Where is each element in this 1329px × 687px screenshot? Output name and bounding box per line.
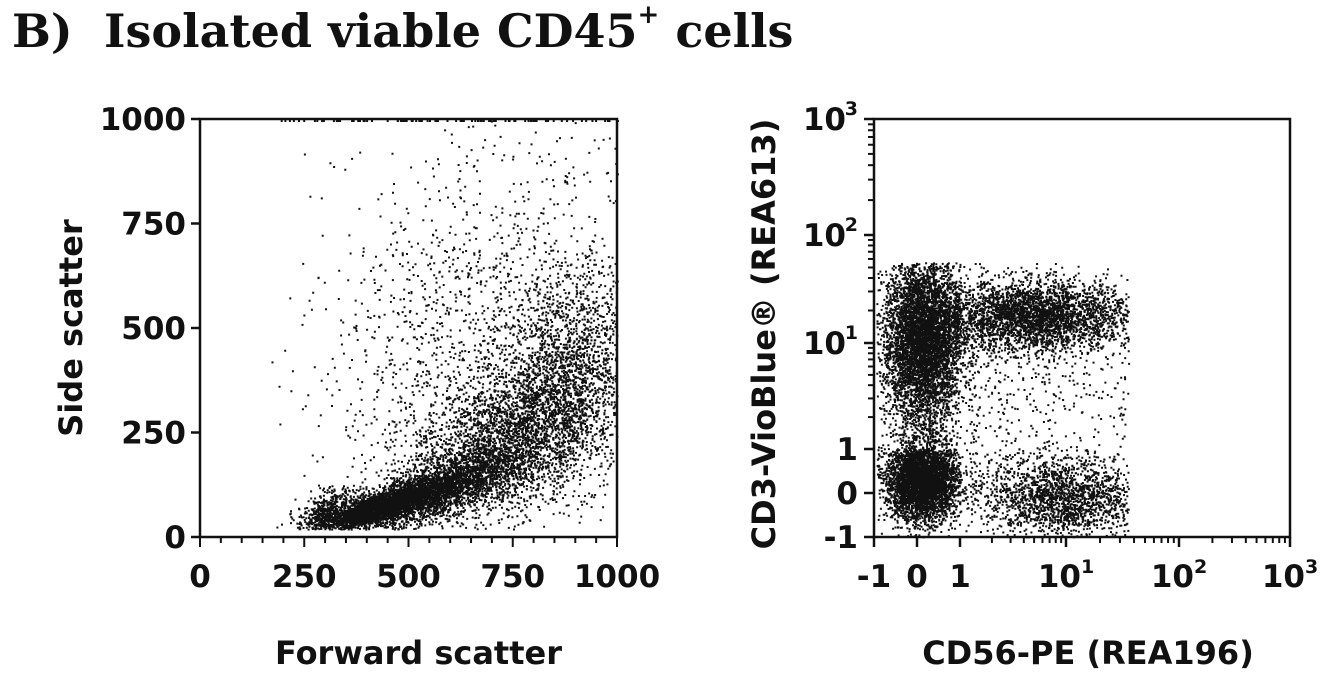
y-axis-label: CD3-VioBlue® (REA613) — [745, 119, 783, 550]
x-tick-label: -1 — [857, 559, 891, 595]
y-tick-exponent: 1 — [845, 322, 858, 344]
y-axis-label: Side scatter — [52, 219, 90, 437]
scatter-point-cloud — [876, 262, 1131, 539]
x-tick-exponent: 1 — [1081, 556, 1094, 578]
y-tick-exponent: 2 — [845, 214, 858, 236]
title-tail: cells — [659, 4, 794, 58]
x-tick-label: 1000 — [574, 559, 660, 595]
x-tick-label: 103 — [1262, 556, 1318, 595]
x-tick-label: 750 — [480, 559, 545, 595]
y-tick-label: 10 — [803, 102, 846, 138]
x-tick-exponent: 3 — [1305, 556, 1318, 578]
panel-label: B) — [12, 4, 73, 58]
y-tick-label: 1000 — [100, 102, 186, 138]
y-tick-label: 0 — [164, 520, 186, 556]
y-tick-label: 10 — [803, 326, 846, 362]
x-tick-label: 102 — [1151, 556, 1207, 595]
x-tick-label: 101 — [1038, 556, 1094, 595]
y-tick-label: 1 — [836, 432, 858, 468]
y-tick-label: 500 — [121, 311, 186, 347]
chart-forward-vs-side-scatter: 0 250 500 750 1000 0 250 500 750 1000 Forward scat… — [52, 102, 660, 672]
title-superscript: + — [637, 0, 660, 30]
y-tick-label: -1 — [824, 520, 858, 556]
x-tick-exponent: 2 — [1194, 556, 1207, 578]
x-tick-label: 500 — [376, 559, 441, 595]
x-tick-label: 0 — [906, 559, 928, 595]
x-tick-label: 0 — [189, 559, 211, 595]
y-tick-label: 250 — [121, 416, 186, 452]
y-tick-label: 10 — [803, 218, 846, 254]
x-axis-label: CD56-PE (REA196) — [922, 634, 1254, 672]
title-main: Isolated viable CD45 — [104, 4, 638, 58]
y-tick-label: 750 — [121, 207, 186, 243]
y-tick-exponent: 3 — [845, 98, 858, 120]
scatter-point-cloud — [271, 119, 619, 531]
y-tick-label: 0 — [836, 476, 858, 512]
x-axis-label: Forward scatter — [275, 634, 562, 672]
plot-frame — [872, 117, 1292, 539]
x-tick-label: 1 — [949, 559, 971, 595]
figure-title: B) Isolated viable CD45+ cells — [12, 2, 793, 58]
x-tick-label: 250 — [272, 559, 337, 595]
scatter-points — [271, 119, 619, 531]
